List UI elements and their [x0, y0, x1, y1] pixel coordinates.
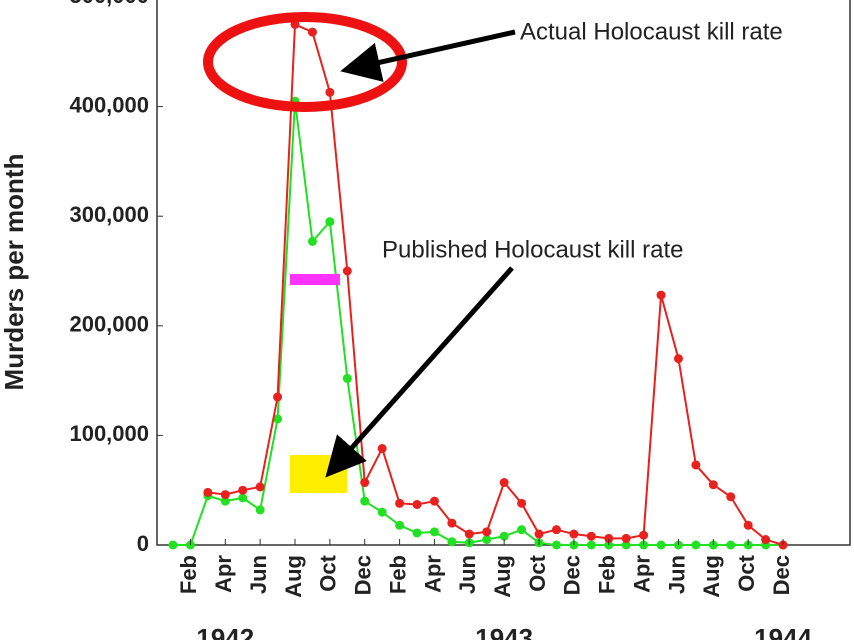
data-point — [273, 392, 283, 402]
data-point — [708, 480, 718, 490]
data-point — [412, 528, 422, 538]
x-tick-label: Jun — [664, 555, 689, 594]
data-point — [360, 478, 370, 488]
data-point — [482, 527, 492, 537]
x-tick-label: Oct — [525, 554, 550, 591]
data-point — [551, 525, 561, 535]
data-point — [691, 460, 701, 470]
data-point — [307, 27, 317, 37]
data-point — [360, 496, 370, 506]
data-point — [377, 507, 387, 517]
data-point — [447, 537, 457, 547]
data-point — [342, 266, 352, 276]
data-point — [621, 533, 631, 543]
data-point — [238, 493, 248, 503]
series-line — [207, 22, 784, 546]
data-point — [726, 540, 736, 550]
x-tick-label: Feb — [176, 555, 201, 594]
data-point — [220, 490, 230, 500]
x-tick-label: Feb — [385, 555, 410, 594]
annotation: Published Holocaust kill rate — [382, 236, 684, 263]
data-point — [168, 540, 178, 550]
x-tick-label: Jun — [246, 555, 271, 594]
data-point — [761, 535, 771, 545]
annotation: Actual Holocaust kill rate — [520, 18, 783, 45]
x-tick-label: Dec — [351, 555, 376, 595]
data-point — [203, 487, 213, 497]
magenta-bar — [290, 274, 340, 285]
x-tick-label: Aug — [281, 555, 306, 598]
data-point — [673, 354, 683, 364]
data-point — [220, 496, 230, 506]
x-tick-label: Aug — [699, 555, 724, 598]
data-point — [499, 531, 509, 541]
y-axis-label: Murders per month — [0, 154, 29, 391]
data-point — [743, 520, 753, 530]
data-point — [534, 529, 544, 539]
y-tick-label: 400,000 — [69, 92, 149, 117]
data-point — [325, 87, 335, 97]
x-tick-label: Jun — [455, 555, 480, 594]
x-tick-label: Apr — [420, 555, 445, 593]
data-point — [482, 535, 492, 545]
data-point — [238, 485, 248, 495]
data-point — [307, 236, 317, 246]
y-tick-label: 300,000 — [69, 202, 149, 227]
data-point — [691, 540, 701, 550]
data-point — [621, 540, 631, 550]
data-point — [377, 444, 387, 454]
plot-frame — [156, 0, 851, 546]
y-tick-label: 500,000 — [69, 0, 149, 8]
x-tick-label: Apr — [629, 555, 654, 593]
plot-area — [168, 19, 788, 550]
data-point — [656, 290, 666, 300]
year-label: 1943 — [475, 623, 533, 640]
data-point — [395, 520, 405, 530]
data-point — [586, 540, 596, 550]
x-tick-label: Apr — [211, 555, 236, 593]
data-point — [429, 496, 439, 506]
data-point — [273, 414, 283, 424]
x-tick-label: Dec — [560, 555, 585, 595]
data-point — [604, 533, 614, 543]
arrow — [325, 266, 514, 478]
x-tick-label: Feb — [595, 555, 620, 594]
x-tick-label: Dec — [769, 555, 794, 595]
y-tick-label: 100,000 — [69, 421, 149, 446]
data-point — [464, 529, 474, 539]
data-point — [255, 505, 265, 515]
x-tick-label: Aug — [490, 555, 515, 598]
data-point — [255, 482, 265, 492]
x-tick-label: Oct — [316, 554, 341, 591]
data-point — [429, 527, 439, 537]
data-point — [569, 529, 579, 539]
data-point — [586, 531, 596, 541]
data-point — [395, 498, 405, 508]
data-point — [447, 518, 457, 528]
data-point — [517, 525, 527, 535]
series-line — [173, 100, 784, 546]
data-point — [639, 530, 649, 540]
year-label: 1942 — [196, 623, 254, 640]
data-point — [726, 492, 736, 502]
y-tick-label: 200,000 — [69, 312, 149, 337]
highlight-ellipse — [203, 12, 407, 112]
arrow — [340, 29, 516, 82]
data-point — [342, 373, 352, 383]
y-tick-label: 0 — [137, 531, 149, 556]
x-tick-label: Oct — [734, 554, 759, 591]
data-point — [517, 498, 527, 508]
data-point — [656, 540, 666, 550]
data-point — [551, 540, 561, 550]
year-label: 1944 — [754, 623, 812, 640]
data-point — [499, 478, 509, 488]
data-point — [412, 499, 422, 509]
data-point — [325, 217, 335, 227]
